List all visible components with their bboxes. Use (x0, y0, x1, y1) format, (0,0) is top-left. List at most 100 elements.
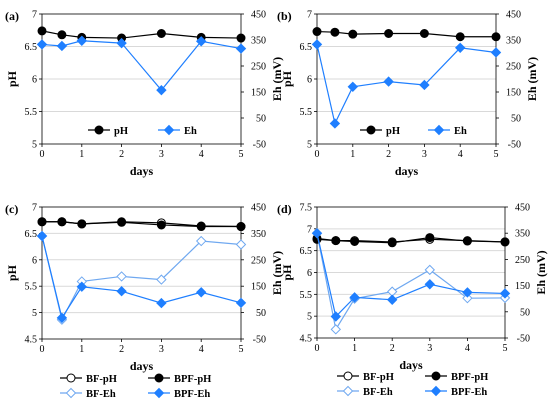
legend-label: Eh (454, 126, 467, 137)
legend-marker-bpf-ph (431, 371, 441, 381)
x-tick-label: 2 (119, 344, 124, 355)
x-tick-label: 0 (315, 343, 320, 354)
data-point-eh (311, 39, 323, 50)
legend-marker-bpf-eh (153, 387, 165, 399)
panel-label: (d) (277, 202, 292, 216)
data-point-bpf-ph (387, 238, 397, 248)
data-point-eh (36, 39, 48, 50)
data-point-bf-eh (195, 235, 207, 247)
x-axis-label: days (395, 164, 419, 178)
y-right-tick-label: 50 (256, 114, 266, 125)
series-line-ph (316, 30, 496, 38)
data-point-bpf-ph (117, 217, 127, 227)
y-left-tick-label: 5.5 (300, 107, 313, 118)
data-point-bpf-ph (236, 222, 246, 232)
x-tick-label: 1 (350, 149, 355, 160)
data-point-ph (491, 32, 501, 42)
y-right-axis-label: Eh (mV) (270, 251, 284, 295)
y-left-tick-label: 5 (307, 140, 312, 151)
y-right-tick-label: 150 (251, 282, 266, 293)
chart-panel-c: 4.5 5 5.5 6 6.5 7 -50 50 150 250 350 450 0 1 2 3 4 5 days p… (5, 202, 284, 400)
data-point-ph (37, 26, 47, 36)
data-point-bpf-eh (156, 297, 167, 309)
data-point-eh (454, 42, 466, 54)
legend-marker-bf-eh (342, 385, 354, 397)
legend-label: Eh (184, 126, 197, 137)
legend-marker-bpf-eh (430, 385, 442, 397)
y-left-tick-label: 7 (32, 203, 37, 214)
legend: pH Eh (360, 124, 467, 137)
data-point-bpf-ph (462, 236, 472, 246)
data-point-ph (384, 29, 394, 38)
data-point-bpf-eh (116, 286, 127, 297)
legend-label: pH (386, 126, 400, 137)
x-tick-label: 5 (239, 344, 244, 355)
y-right-tick-label: 450 (251, 10, 266, 21)
chart-panel-a: 5 5.5 6 6.5 7 -50 50 150 250 350 450 0 1 2 3 4 5 days pH Eh… (5, 9, 284, 178)
y-left-tick-label: 6 (307, 268, 312, 279)
y-left-tick-label: 5 (32, 140, 37, 151)
y-left-tick-label: 7.5 (300, 203, 313, 214)
y-right-tick-label: 350 (515, 229, 530, 240)
data-point-eh (156, 84, 167, 96)
y-right-axis-label: Eh (mV) (534, 250, 548, 294)
legend-marker-eh (163, 124, 175, 136)
legend-marker-eh (433, 124, 445, 136)
y-right-tick-label: 250 (506, 62, 521, 73)
legend-label: BPF-pH (451, 372, 488, 383)
x-tick-label: 3 (427, 343, 432, 354)
data-point-eh (347, 81, 359, 93)
y-left-tick-label: 6.5 (25, 42, 38, 53)
y-right-tick-label: -50 (253, 335, 266, 346)
data-point-bpf-ph (37, 217, 47, 227)
data-point-bpf-ph (77, 219, 87, 229)
legend-label: BF-pH (363, 372, 394, 383)
y-left-tick-label: 5 (307, 312, 312, 323)
y-right-tick-label: -50 (508, 140, 521, 151)
x-tick-label: 4 (458, 149, 463, 160)
data-point-ph (419, 29, 429, 38)
y-right-tick-label: 250 (251, 255, 266, 266)
data-point-eh (383, 76, 394, 87)
y-left-axis-label: pH (5, 264, 19, 281)
y-left-tick-label: 5 (32, 308, 37, 319)
data-point-eh (419, 79, 430, 91)
data-point-ph (312, 27, 322, 37)
panel-label: (c) (5, 202, 18, 216)
y-right-axis-label: Eh (mV) (270, 57, 284, 101)
data-point-ph (330, 27, 340, 37)
x-tick-label: 5 (503, 343, 508, 354)
data-point-eh (235, 43, 247, 54)
series-line-bpf-eh (316, 233, 506, 318)
data-point-bpf-ph (331, 236, 341, 246)
x-tick-label: 4 (199, 149, 204, 160)
x-tick-label: 5 (239, 149, 244, 160)
legend-marker-bf-ph (343, 371, 353, 381)
data-point-bpf-ph (425, 233, 435, 243)
data-point-bf-eh (462, 292, 473, 304)
data-point-bpf-eh (36, 230, 48, 242)
y-right-tick-label: 150 (515, 281, 530, 292)
y-left-tick-label: 6.5 (300, 246, 313, 257)
y-left-tick-label: 5.5 (25, 107, 38, 118)
x-tick-label: 1 (79, 344, 84, 355)
legend-marker-bf-ph (66, 373, 76, 383)
y-left-tick-label: 6 (32, 75, 37, 86)
x-tick-label: 2 (119, 149, 124, 160)
y-right-tick-label: 250 (515, 255, 530, 266)
data-point-bpf-eh (386, 294, 398, 305)
y-right-tick-label: 150 (251, 88, 266, 99)
data-point-bf-eh (156, 274, 167, 285)
x-tick-label: 1 (79, 149, 84, 160)
x-tick-label: 2 (390, 343, 395, 354)
y-right-tick-label: -50 (253, 140, 266, 151)
data-point-ph (348, 29, 358, 39)
y-right-tick-label: 450 (515, 203, 530, 214)
x-tick-label: 4 (465, 343, 470, 354)
data-point-eh (195, 36, 207, 47)
data-point-eh (329, 118, 341, 129)
y-right-tick-label: 350 (506, 36, 521, 47)
legend-label: BPF-pH (174, 374, 211, 385)
y-right-tick-label: 250 (251, 62, 266, 73)
